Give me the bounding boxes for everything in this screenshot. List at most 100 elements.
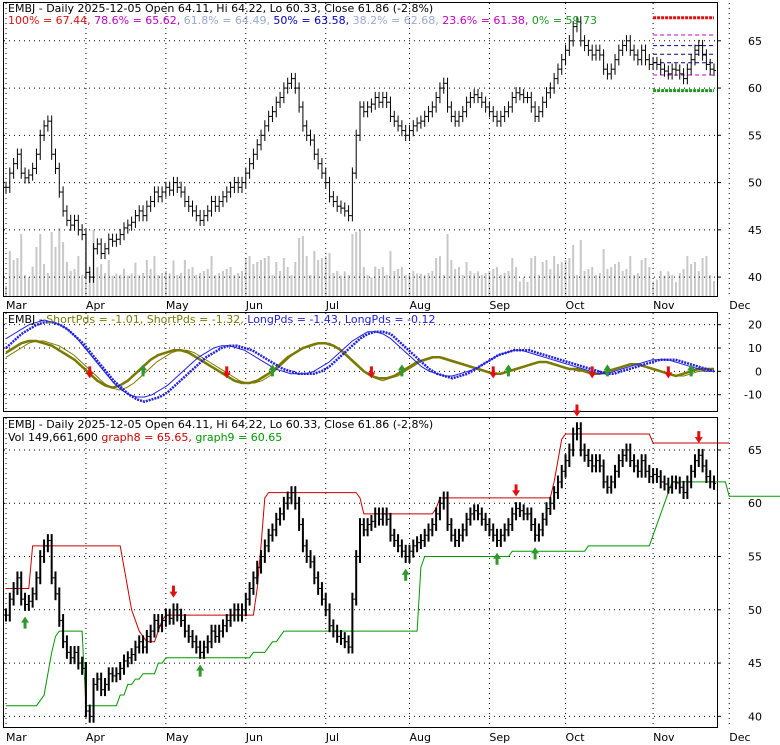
volume-bar (153, 256, 156, 296)
volume-bar (24, 275, 27, 296)
month-label: Apr (86, 731, 106, 744)
buy-arrow (21, 616, 30, 629)
volume-bar (115, 273, 118, 296)
volume-bar (636, 273, 639, 296)
volume-bar (313, 251, 316, 296)
volume-bar (43, 264, 46, 296)
panel2-signal-arrows (85, 364, 696, 379)
volume-bar (534, 256, 537, 296)
volume-bar (126, 275, 129, 296)
volume-bar (442, 275, 445, 296)
volume-bar (298, 238, 301, 296)
volume-bar (130, 273, 133, 296)
volume-bar (294, 262, 297, 296)
volume-bar (46, 273, 49, 296)
volume-bar (457, 267, 460, 296)
volume-bar (556, 264, 559, 296)
legend-entry: Vol 149,661,600 (8, 431, 98, 444)
volume-bar (149, 269, 152, 296)
volume-bar (682, 269, 685, 296)
buy-arrow (504, 364, 513, 377)
volume-bar (435, 258, 438, 296)
volume-bar (671, 275, 674, 296)
volume-bar (65, 262, 68, 296)
volume-bar (690, 264, 693, 296)
volume-bar (709, 275, 712, 296)
volume-bar (324, 256, 327, 296)
legend-entry: LongPds = -1.43, (244, 313, 342, 326)
volume-bar (58, 228, 61, 296)
volume-bar (347, 275, 350, 296)
panel1-x-axis: Mar Apr May Jun Jul Aug Sep Oct Nov Dec (6, 299, 751, 312)
panel3-x-axis: Mar Apr May Jun Jul Aug Sep Oct Nov Dec (6, 731, 751, 744)
volume-bar (404, 275, 407, 296)
volume-bar (701, 258, 704, 296)
volume-bar (351, 234, 354, 296)
y-tick-label: 40 (748, 271, 762, 284)
sell-arrow (169, 585, 178, 598)
volume-bar (214, 275, 217, 296)
volume-bar (142, 273, 145, 296)
volume-bar (469, 271, 472, 296)
volume-bar (107, 260, 110, 296)
buy-arrow (531, 547, 540, 560)
legend-entry: ShortPds = -1.01, (43, 313, 144, 326)
volume-bar (202, 271, 205, 296)
volume-bar (492, 269, 495, 296)
volume-bar (81, 275, 84, 296)
volume-bar (610, 267, 613, 296)
volume-bar (69, 271, 72, 296)
volume-bar (50, 232, 53, 296)
y-tick-label: 60 (748, 497, 762, 510)
panel3-signal-arrows (21, 404, 703, 677)
y-tick-label: 55 (748, 551, 762, 564)
volume-bar (598, 273, 601, 296)
volume-bar (393, 271, 396, 296)
volume-bar (145, 260, 148, 296)
volume-bar (282, 258, 285, 296)
legend-entry: 0% = 59.73 (528, 14, 597, 27)
volume-bar (560, 262, 563, 296)
volume-bar (385, 275, 388, 296)
month-label: Aug (409, 731, 430, 744)
volume-bar (526, 282, 529, 296)
buy-arrow (493, 552, 502, 565)
y-tick-label: 65 (748, 444, 762, 457)
volume-bar (667, 271, 670, 296)
volume-bar (431, 271, 434, 296)
month-label: Sep (489, 299, 510, 312)
volume-bar (705, 256, 708, 296)
sell-arrow (664, 366, 673, 379)
volume-bar (12, 260, 15, 296)
volume-bar (183, 260, 186, 296)
oscillator-line (5, 321, 715, 404)
month-label: Sep (489, 731, 510, 744)
volume-bar (614, 264, 617, 296)
volume-bar (648, 267, 651, 296)
volume-bar (27, 277, 30, 296)
month-label: Nov (653, 731, 675, 744)
volume-bar (366, 275, 369, 296)
volume-bar (389, 251, 392, 296)
panel1-y-axis: 40 45 50 55 60 65 (717, 35, 762, 284)
volume-bar (503, 273, 506, 296)
volume-bar (336, 271, 339, 296)
panel3-title: EMBJ - Daily 2025-12-05 Open 64.11, Hi 6… (8, 418, 433, 431)
y-tick-label: 50 (748, 177, 762, 190)
volume-bar (507, 271, 510, 296)
volume-bar (320, 258, 323, 296)
volume-bar (370, 277, 373, 296)
volume-bar (195, 275, 198, 296)
volume-bar (499, 275, 502, 296)
month-label: May (166, 299, 189, 312)
volume-bar (290, 275, 293, 296)
month-label: May (166, 731, 189, 744)
volume-bar (218, 273, 221, 296)
volume-bar (537, 275, 540, 296)
volume-bar (617, 262, 620, 296)
volume-bar (545, 260, 548, 296)
volume-bar (301, 236, 304, 296)
buy-arrow (397, 364, 406, 377)
volume-bar (477, 271, 479, 296)
volume-bar (176, 275, 179, 296)
